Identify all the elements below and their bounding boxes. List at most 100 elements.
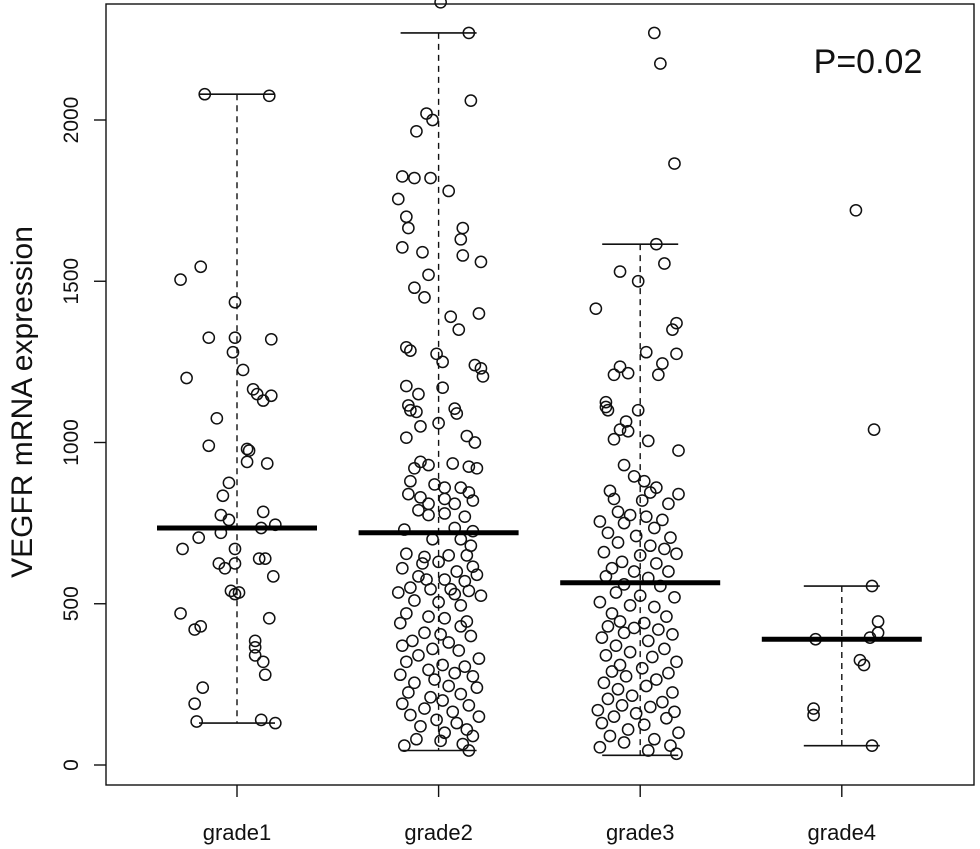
data-point xyxy=(631,274,645,288)
data-point xyxy=(418,550,431,564)
data-point xyxy=(448,587,462,601)
data-point xyxy=(635,494,649,507)
data-point xyxy=(194,619,208,633)
data-point xyxy=(460,549,474,562)
data-point xyxy=(448,497,462,511)
data-point xyxy=(871,615,885,628)
data-point xyxy=(438,492,451,506)
data-point xyxy=(466,560,480,574)
data-point xyxy=(623,508,637,522)
data-point xyxy=(438,481,451,494)
plot-border xyxy=(105,3,975,786)
data-point xyxy=(399,607,413,620)
data-point xyxy=(664,739,677,753)
data-point xyxy=(605,665,619,678)
data-point xyxy=(430,347,443,361)
data-point xyxy=(395,697,409,711)
data-point xyxy=(641,634,655,648)
data-point xyxy=(262,611,276,625)
data-point xyxy=(662,497,675,511)
data-point xyxy=(192,531,206,544)
data-point xyxy=(641,744,655,757)
data-point xyxy=(416,245,429,259)
data-point xyxy=(260,457,274,470)
data-point xyxy=(637,474,651,488)
data-point xyxy=(617,626,631,640)
data-point xyxy=(262,89,276,103)
data-point xyxy=(422,268,435,282)
data-point xyxy=(647,26,661,40)
x-tick-label: grade4 xyxy=(808,820,877,845)
data-point xyxy=(605,561,619,575)
data-point xyxy=(607,492,621,506)
data-point xyxy=(470,681,484,694)
data-point xyxy=(617,736,631,749)
data-point xyxy=(442,636,456,649)
data-point xyxy=(399,547,413,561)
y-tick-label: 0 xyxy=(60,759,83,771)
data-point xyxy=(639,679,653,693)
data-point xyxy=(404,581,417,594)
data-point xyxy=(603,729,617,743)
data-point xyxy=(406,634,419,648)
data-point xyxy=(436,658,449,672)
data-point xyxy=(601,619,615,633)
data-point xyxy=(454,232,468,246)
data-point xyxy=(470,461,484,475)
data-point xyxy=(595,716,609,730)
data-point xyxy=(635,661,649,675)
data-point xyxy=(631,403,645,417)
data-point xyxy=(649,673,663,686)
data-point xyxy=(621,366,635,380)
data-point xyxy=(432,416,445,430)
data-point xyxy=(426,113,439,127)
data-point xyxy=(252,552,266,565)
data-point xyxy=(444,310,458,324)
data-point xyxy=(666,323,679,336)
data-point xyxy=(414,490,427,504)
data-point xyxy=(410,732,423,746)
data-point xyxy=(672,487,685,501)
data-point xyxy=(660,610,673,624)
data-point xyxy=(623,599,637,612)
data-point xyxy=(613,360,627,374)
data-point xyxy=(666,686,679,699)
data-point xyxy=(438,507,451,520)
data-point xyxy=(434,628,447,641)
data-point xyxy=(402,487,415,501)
data-point xyxy=(438,573,451,586)
data-point xyxy=(395,639,409,653)
data-point xyxy=(651,623,665,636)
data-point xyxy=(670,655,683,669)
data-point xyxy=(656,357,669,370)
data-point xyxy=(174,273,187,286)
data-point xyxy=(662,565,675,578)
data-point xyxy=(468,358,482,372)
data-point xyxy=(643,539,657,553)
data-point xyxy=(426,642,439,656)
data-point xyxy=(621,424,635,438)
data-point xyxy=(428,673,441,686)
data-point xyxy=(658,642,671,656)
data-point xyxy=(410,124,423,138)
data-point xyxy=(609,639,623,653)
data-point xyxy=(448,666,462,680)
data-point xyxy=(436,694,449,707)
data-point xyxy=(593,595,607,609)
data-point xyxy=(202,439,216,453)
data-point xyxy=(849,203,863,217)
data-point xyxy=(621,723,635,736)
data-point xyxy=(668,705,681,719)
data-point xyxy=(391,586,405,599)
data-point xyxy=(458,510,472,524)
data-point xyxy=(450,565,464,578)
data-point xyxy=(248,640,262,654)
data-point xyxy=(424,690,437,704)
data-point xyxy=(450,716,464,730)
data-point xyxy=(422,610,435,624)
data-point xyxy=(633,549,647,562)
y-tick-label: 500 xyxy=(60,586,83,621)
x-tick-label: grade1 xyxy=(203,820,272,845)
data-point xyxy=(264,332,278,346)
data-point xyxy=(599,649,613,662)
